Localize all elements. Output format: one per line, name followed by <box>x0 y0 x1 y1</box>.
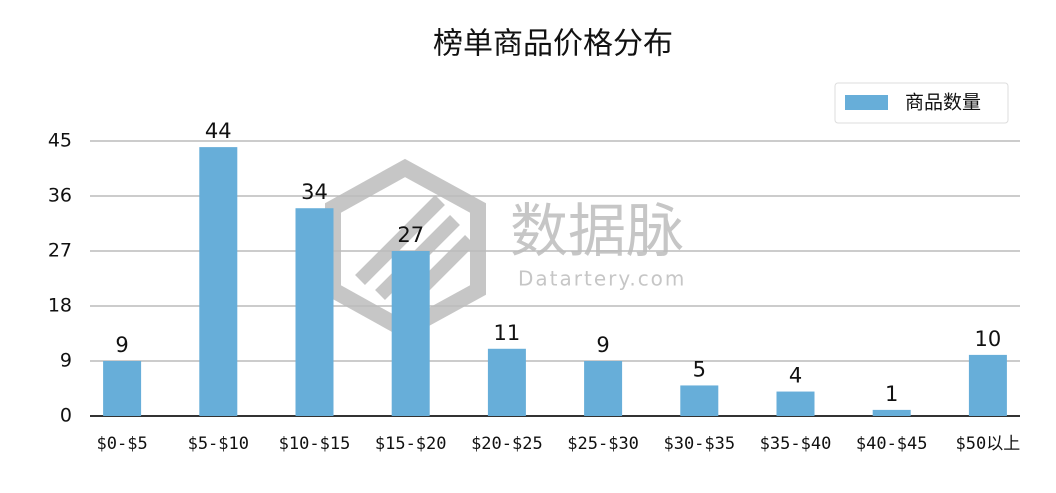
value-label: 34 <box>301 180 328 204</box>
watermark-site: Datartery.com <box>518 267 686 291</box>
bar <box>391 251 430 416</box>
y-tick-label: 18 <box>48 295 72 317</box>
x-tick-label: $5-$10 <box>188 434 249 454</box>
x-tick-label: $10-$15 <box>279 434 351 454</box>
y-tick-label: 45 <box>48 130 72 152</box>
x-tick-label: $30-$35 <box>663 434 735 454</box>
y-tick-label: 9 <box>60 350 72 372</box>
x-tick-label: $25-$30 <box>567 434 639 454</box>
x-tick-label: $50以上 <box>956 434 1021 454</box>
bar <box>103 361 142 416</box>
bar <box>295 208 334 416</box>
chart-title: 榜单商品价格分布 <box>433 27 673 62</box>
legend-label: 商品数量 <box>905 92 981 114</box>
y-tick-label: 36 <box>48 185 72 207</box>
value-label: 44 <box>205 119 232 143</box>
y-tick-label: 27 <box>48 240 72 262</box>
watermark-name: 数据脉 <box>510 197 684 265</box>
bar <box>968 354 1007 416</box>
legend-box <box>834 82 1009 124</box>
value-label: 4 <box>789 364 802 388</box>
bar <box>584 361 623 416</box>
x-tick-label: $20-$25 <box>471 434 543 454</box>
legend-swatch <box>845 95 888 110</box>
value-label: 27 <box>397 223 424 247</box>
bar <box>776 391 815 416</box>
bar <box>680 385 719 416</box>
value-label: 5 <box>693 357 706 381</box>
value-label: 11 <box>494 321 521 345</box>
x-tick-label: $40-$45 <box>856 434 928 454</box>
y-tick-label: 0 <box>60 405 72 427</box>
value-label: 10 <box>975 327 1002 351</box>
x-tick-label: $35-$40 <box>760 434 832 454</box>
bar <box>487 348 526 416</box>
x-tick-label: $15-$20 <box>375 434 447 454</box>
x-tick-label: $0-$5 <box>97 434 148 454</box>
value-label: 1 <box>885 382 898 406</box>
value-label: 9 <box>596 333 609 357</box>
bar <box>199 147 238 416</box>
legend: 商品数量 <box>834 82 1009 124</box>
bar <box>872 409 911 416</box>
value-label: 9 <box>115 333 128 357</box>
